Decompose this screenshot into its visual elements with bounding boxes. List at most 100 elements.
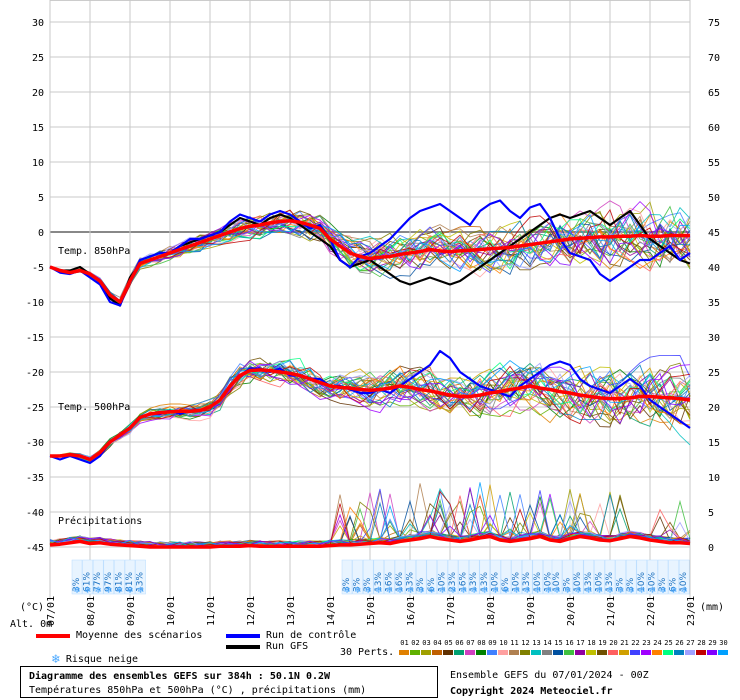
- x-tick: 15/01: [366, 596, 377, 626]
- y-right-unit: (mm): [700, 602, 724, 613]
- pert-key-number: 27: [686, 639, 695, 647]
- pert-key-number: 24: [653, 639, 662, 647]
- snowflake-icon: ❄: [428, 586, 436, 596]
- snow-risk-cell: [490, 559, 501, 595]
- snow-risk-value: 23%: [448, 572, 458, 592]
- pert-key-number: 03: [422, 639, 431, 647]
- y-left-tick: 5: [38, 193, 44, 204]
- snow-risk-value: 10%: [637, 572, 647, 592]
- pert-key-swatch: [443, 650, 453, 655]
- snow-risk-value: 16%: [395, 572, 405, 592]
- snow-risk-cell: [92, 559, 104, 595]
- footer-run: Ensemble GEFS du 07/01/2024 - 00Z: [450, 670, 649, 681]
- y-right-tick: 55: [708, 158, 720, 169]
- y-right-tick: 10: [708, 473, 720, 484]
- snow-risk-cell: [583, 559, 595, 595]
- snowflake-icon: ❄: [375, 586, 383, 596]
- snowflake-icon: ❄: [659, 586, 667, 596]
- snowflake-icon: ❄: [407, 586, 415, 596]
- legend-control-swatch: [226, 633, 260, 638]
- snowflake-icon: ❄: [470, 586, 478, 596]
- snow-risk-cell: [362, 559, 374, 595]
- snow-risk-cell: [604, 559, 616, 595]
- pert-key-item: 01: [399, 639, 410, 655]
- pert-key-swatch: [696, 650, 706, 655]
- pert-key-swatch: [399, 650, 409, 655]
- pert-key-item: 03: [421, 639, 432, 655]
- snow-risk-cell: [500, 559, 512, 595]
- legend-mean: Moyenne des scénarios: [36, 630, 202, 641]
- snow-risk-value: 6%: [669, 577, 679, 592]
- snowflake-icon: ❄: [52, 652, 60, 667]
- pert-key-item: 11: [509, 639, 520, 655]
- snowflake-icon: ❄: [354, 586, 362, 596]
- pert-key-swatch: [575, 650, 585, 655]
- pert-key-item: 07: [465, 639, 476, 655]
- x-tick: 12/01: [246, 596, 257, 626]
- pert-key-item: 18: [586, 639, 597, 655]
- x-tick: 21/01: [606, 596, 617, 626]
- snow-risk-cell: [71, 559, 83, 595]
- snowflake-icon: ❄: [574, 586, 582, 596]
- snow-risk-value: 6%: [427, 577, 437, 592]
- pert-key-item: 13: [531, 639, 542, 655]
- snowflake-icon: ❄: [513, 586, 521, 596]
- pert-key-swatch: [410, 650, 420, 655]
- pert-key-item: 02: [410, 639, 421, 655]
- pert-key-number: 18: [587, 639, 596, 647]
- snow-risk-cell: [373, 559, 385, 595]
- snowflake-icon: ❄: [649, 586, 657, 596]
- y-left-tick: -15: [26, 333, 44, 344]
- pert-key-swatch: [685, 650, 695, 655]
- y-left-tick: -45: [26, 543, 44, 554]
- pert-key-item: 16: [564, 639, 575, 655]
- footer-copyright: Copyright 2024 Meteociel.fr: [450, 686, 613, 697]
- snow-risk-cell: [114, 559, 125, 595]
- footer-title-box: Diagramme des ensembles GEFS sur 384h : …: [20, 666, 438, 698]
- snow-risk-cell: [135, 559, 146, 595]
- pert-key-number: 09: [488, 639, 497, 647]
- pert-key-swatch: [509, 650, 519, 655]
- footer-title: Diagramme des ensembles GEFS sur 384h : …: [29, 671, 331, 682]
- pert-key-number: 20: [609, 639, 618, 647]
- snowflake-icon: ❄: [105, 586, 113, 596]
- annotation-precipitations: Précipitations: [58, 515, 142, 527]
- snow-risk-value: 97%: [104, 572, 114, 592]
- snow-risk-cell: [479, 559, 491, 595]
- snowflake-icon: ❄: [417, 586, 425, 596]
- x-tick: 09/01: [126, 596, 137, 626]
- pert-key-number: 19: [598, 639, 607, 647]
- pert-key-item: 26: [674, 639, 685, 655]
- snow-risk-value: 10%: [573, 572, 583, 592]
- member-line-850: [49, 205, 691, 302]
- snowflake-icon: ❄: [94, 586, 102, 596]
- pert-key-number: 16: [565, 639, 574, 647]
- annotation-temp-850: Temp. 850hPa: [58, 246, 130, 257]
- snowflake-icon: ❄: [523, 586, 531, 596]
- pert-key-swatch: [630, 650, 640, 655]
- snowflake-icon: ❄: [617, 586, 625, 596]
- pert-key-swatch: [476, 650, 486, 655]
- snow-risk-cell: [468, 559, 480, 595]
- snow-risk-cell: [103, 559, 115, 595]
- pert-key-number: 23: [642, 639, 651, 647]
- pert-key-number: 11: [510, 639, 519, 647]
- pert-key-item: 30: [718, 639, 729, 655]
- x-tick: 17/01: [446, 596, 457, 626]
- y-right-tick: 35: [708, 298, 720, 309]
- pert-key-item: 04: [432, 639, 443, 655]
- pert-key-number: 08: [477, 639, 486, 647]
- snow-risk-cell: [657, 559, 669, 595]
- snow-risk-cell: [437, 559, 448, 595]
- snow-risk-value: 10%: [512, 572, 522, 592]
- pert-key-item: 15: [553, 639, 564, 655]
- snow-risk-cell: [532, 559, 544, 595]
- x-tick: 20/01: [566, 596, 577, 626]
- snowflake-icon: ❄: [492, 586, 500, 596]
- snow-risk-cell: [405, 559, 416, 595]
- y-right-tick: 65: [708, 88, 720, 99]
- snow-risk-value: 10%: [552, 572, 562, 592]
- snowflake-icon: ❄: [545, 586, 553, 596]
- snow-risk-cell: [384, 559, 395, 595]
- main-series: [49, 199, 691, 549]
